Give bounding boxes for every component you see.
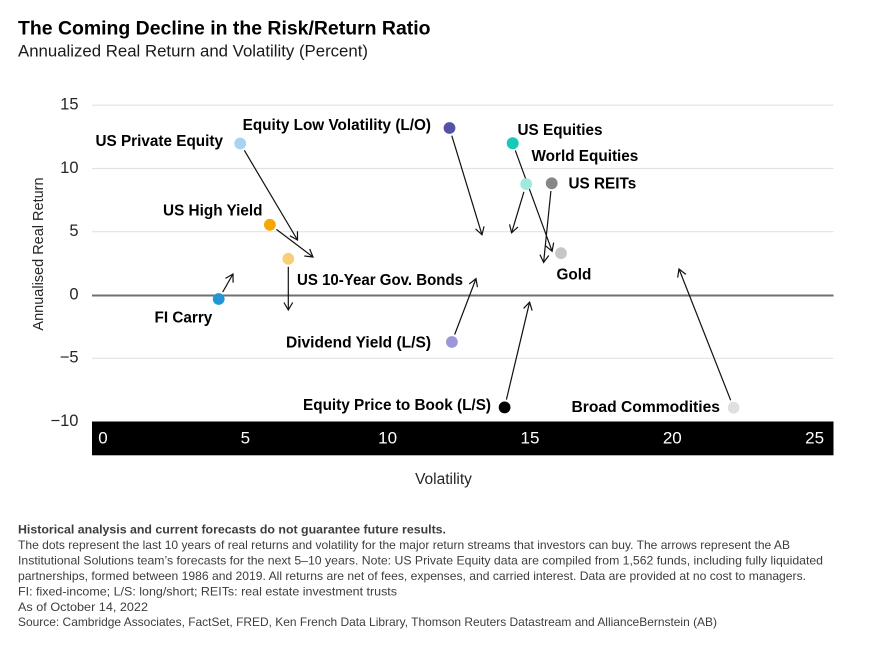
svg-text:US 10-Year Gov. Bonds: US 10-Year Gov. Bonds <box>297 272 463 289</box>
svg-text:Equity Low Volatility (L/O): Equity Low Volatility (L/O) <box>243 117 431 134</box>
svg-text:The dots represent the last 10: The dots represent the last 10 years of … <box>18 538 790 552</box>
svg-text:Dividend Yield (L/S): Dividend Yield (L/S) <box>286 335 431 352</box>
svg-text:0: 0 <box>98 429 107 448</box>
svg-text:Source: Cambridge Associates,: Source: Cambridge Associates, FactSet, F… <box>18 615 717 629</box>
svg-text:5: 5 <box>241 429 250 448</box>
svg-text:US REITs: US REITs <box>569 176 637 193</box>
svg-text:World Equities: World Equities <box>532 148 639 165</box>
svg-text:Equity Price to Book (L/S): Equity Price to Book (L/S) <box>303 397 491 414</box>
svg-text:10: 10 <box>378 429 397 448</box>
svg-text:FI: fixed-income; L/S: long/sh: FI: fixed-income; L/S: long/short; REITs… <box>18 585 397 599</box>
svg-text:The Coming Decline in the Risk: The Coming Decline in the Risk/Return Ra… <box>18 18 431 40</box>
svg-text:Historical analysis and curren: Historical analysis and current forecast… <box>18 523 446 537</box>
svg-text:Volatility: Volatility <box>415 471 472 488</box>
svg-text:25: 25 <box>805 429 824 448</box>
svg-text:US Private Equity: US Private Equity <box>95 133 223 150</box>
svg-text:Annualised Real Return: Annualised Real Return <box>31 177 47 330</box>
svg-text:−10: −10 <box>51 412 79 430</box>
svg-text:0: 0 <box>69 285 78 303</box>
svg-text:partnerships, formed between 1: partnerships, formed between 1986 and 20… <box>18 569 806 583</box>
svg-text:Annualized Real Return and Vol: Annualized Real Return and Volatility (P… <box>18 42 368 61</box>
svg-text:15: 15 <box>60 96 78 114</box>
svg-text:15: 15 <box>521 429 540 448</box>
svg-text:FI Carry: FI Carry <box>155 310 213 327</box>
svg-text:US High Yield: US High Yield <box>163 203 262 220</box>
svg-text:20: 20 <box>663 429 682 448</box>
svg-text:Broad Commodities: Broad Commodities <box>572 399 721 416</box>
svg-text:As of October 14, 2022: As of October 14, 2022 <box>18 600 148 614</box>
svg-text:−5: −5 <box>60 349 79 367</box>
svg-text:5: 5 <box>69 222 78 240</box>
svg-text:Gold: Gold <box>557 267 592 284</box>
svg-text:US Equities: US Equities <box>518 122 603 139</box>
svg-text:Institutional Solutions team’s: Institutional Solutions team’s forecasts… <box>18 554 823 568</box>
svg-text:10: 10 <box>60 159 78 177</box>
